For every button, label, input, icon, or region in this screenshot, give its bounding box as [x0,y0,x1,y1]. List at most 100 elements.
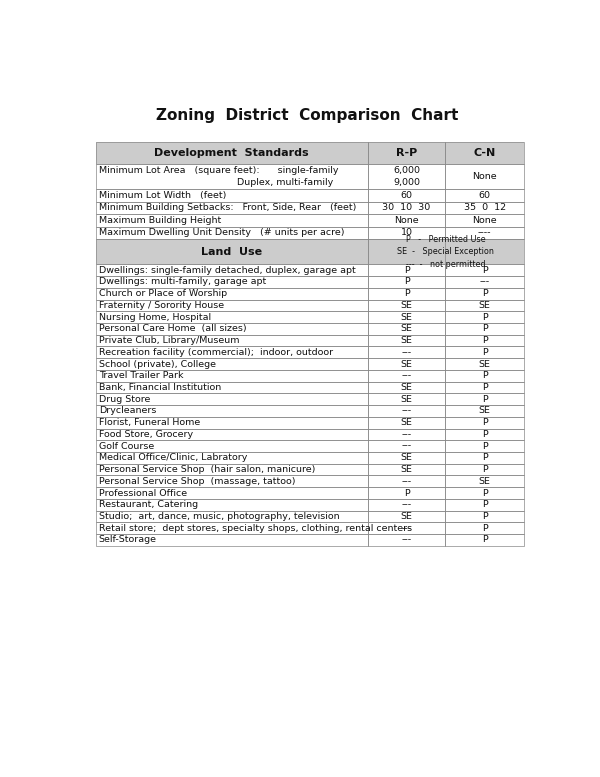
Text: SE: SE [401,360,412,368]
Text: SE: SE [401,512,412,521]
Bar [445,312,524,323]
Text: Florist, Funeral Home: Florist, Funeral Home [99,418,200,427]
Bar [368,164,445,189]
Bar [368,214,445,227]
Text: P   -   Permitted Use
SE  -   Special Exception
---  -   not permitted: P - Permitted Use SE - Special Exception… [397,235,494,269]
Text: Fraternity / Sorority House: Fraternity / Sorority House [99,301,224,310]
Bar [96,287,368,299]
Bar [368,312,445,323]
Bar [445,347,524,358]
Text: Bank, Financial Institution: Bank, Financial Institution [99,383,221,392]
Text: Personal Service Shop  (massage, tattoo): Personal Service Shop (massage, tattoo) [99,477,295,486]
Bar [368,416,445,429]
Bar [368,189,445,201]
Text: Zoning  District  Comparison  Chart: Zoning District Comparison Chart [157,108,458,123]
Text: 60: 60 [401,190,413,200]
Text: Church or Place of Worship: Church or Place of Worship [99,289,227,298]
Text: Nursing Home, Hospital: Nursing Home, Hospital [99,312,211,322]
Text: SE: SE [401,383,412,392]
Bar [445,227,524,239]
Text: Development  Standards: Development Standards [154,148,309,158]
Text: P: P [482,524,487,533]
Bar [445,393,524,405]
Text: SE: SE [401,301,412,310]
Text: ---: --- [479,277,490,287]
Text: P: P [482,535,487,545]
Text: P: P [404,266,409,275]
Text: SE: SE [479,477,491,486]
Bar [445,201,524,214]
Bar [96,510,368,522]
Text: P: P [482,441,487,451]
Text: SE: SE [401,453,412,462]
Text: P: P [482,418,487,427]
Bar [96,534,368,545]
Bar [445,276,524,287]
Bar [445,323,524,335]
Bar [445,382,524,393]
Text: P: P [482,336,487,345]
Bar [445,142,524,164]
Bar [368,142,445,164]
Text: ---: --- [401,406,412,416]
Text: SE: SE [479,360,491,368]
Bar [445,499,524,510]
Text: Retail store;  dept stores, specialty shops, clothing, rental centers: Retail store; dept stores, specialty sho… [99,524,412,533]
Bar [445,164,524,189]
Bar [96,164,368,189]
Text: P: P [482,371,487,380]
Text: Recreation facility (commercial);  indoor, outdoor: Recreation facility (commercial); indoor… [99,348,333,357]
Text: ---: --- [401,524,412,533]
Bar [445,452,524,464]
Text: Golf Course: Golf Course [99,441,154,451]
Bar [96,370,368,382]
Text: SE: SE [401,418,412,427]
Text: P: P [482,395,487,404]
Bar [96,358,368,370]
Bar [368,299,445,312]
Text: ---: --- [401,371,412,380]
Text: P: P [482,348,487,357]
Bar [368,239,524,264]
Text: P: P [404,277,409,287]
Bar [445,476,524,487]
Bar [445,264,524,276]
Text: C-N: C-N [473,148,496,158]
Bar [96,452,368,464]
Text: SE: SE [401,312,412,322]
Bar [96,499,368,510]
Text: SE: SE [479,301,491,310]
Bar [445,464,524,476]
Text: Drycleaners: Drycleaners [99,406,156,416]
Bar [96,476,368,487]
Text: R-P: R-P [396,148,417,158]
Bar [368,264,445,276]
Text: None: None [472,172,497,181]
Bar [445,416,524,429]
Text: Drug Store: Drug Store [99,395,150,404]
Text: P: P [482,266,487,275]
Bar [96,416,368,429]
Text: P: P [482,312,487,322]
Bar [96,323,368,335]
Bar [445,358,524,370]
Bar [368,522,445,534]
Text: Minimum Lot Area   (square feet):      single-family
                           : Minimum Lot Area (square feet): single-f… [99,166,338,186]
Text: P: P [404,289,409,298]
Text: ---: --- [401,477,412,486]
Text: None: None [472,216,497,225]
Bar [368,323,445,335]
Bar [96,347,368,358]
Bar [368,370,445,382]
Bar [96,335,368,347]
Text: Dwellings: single-family detached, duplex, garage apt: Dwellings: single-family detached, duple… [99,266,355,275]
Text: P: P [404,489,409,497]
Text: P: P [482,430,487,439]
Bar [96,405,368,416]
Text: ---: --- [401,441,412,451]
Bar [445,441,524,452]
Text: SE: SE [401,324,412,333]
Bar [445,214,524,227]
Text: SE: SE [401,336,412,345]
Bar [368,335,445,347]
